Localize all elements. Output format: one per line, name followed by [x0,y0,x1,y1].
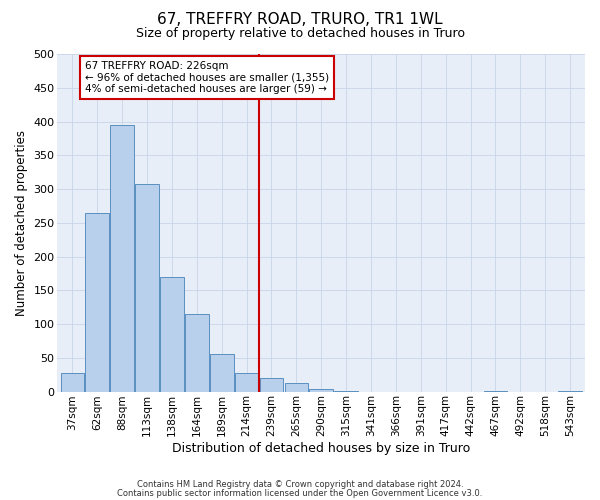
Text: Contains HM Land Registry data © Crown copyright and database right 2024.: Contains HM Land Registry data © Crown c… [137,480,463,489]
Bar [235,374,259,392]
Text: 67, TREFFRY ROAD, TRURO, TR1 1WL: 67, TREFFRY ROAD, TRURO, TR1 1WL [157,12,443,28]
Bar [160,277,184,392]
Text: Contains public sector information licensed under the Open Government Licence v3: Contains public sector information licen… [118,488,482,498]
Text: Size of property relative to detached houses in Truro: Size of property relative to detached ho… [136,28,464,40]
Bar [185,314,209,392]
Bar [310,389,333,392]
Bar [484,391,507,392]
Bar [260,378,283,392]
Y-axis label: Number of detached properties: Number of detached properties [15,130,28,316]
Bar [135,184,159,392]
Bar [210,354,233,392]
Bar [284,384,308,392]
Bar [334,391,358,392]
Text: 67 TREFFRY ROAD: 226sqm
← 96% of detached houses are smaller (1,355)
4% of semi-: 67 TREFFRY ROAD: 226sqm ← 96% of detache… [85,61,329,94]
X-axis label: Distribution of detached houses by size in Truro: Distribution of detached houses by size … [172,442,470,455]
Bar [61,374,84,392]
Bar [85,212,109,392]
Bar [558,391,582,392]
Bar [110,125,134,392]
